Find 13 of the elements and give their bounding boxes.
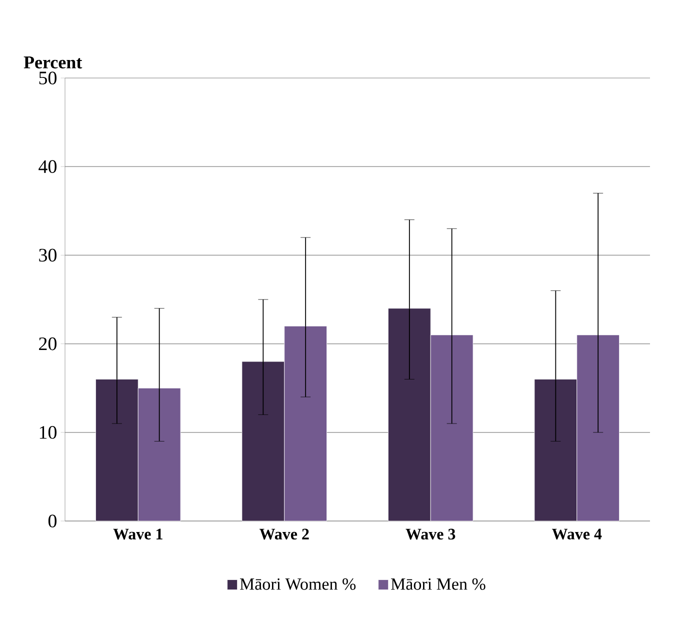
x-tick-label: Wave 3 (406, 528, 456, 540)
legend-label: Māori Women % (240, 578, 356, 590)
y-tick-label: 30 (39, 248, 57, 262)
x-tick-label: Wave 1 (113, 528, 162, 540)
x-tick-label: Wave 4 (552, 528, 602, 540)
y-axis-title: Percent (24, 56, 82, 68)
y-tick-label: 20 (39, 337, 57, 350)
y-tick-label: 10 (40, 426, 57, 439)
y-tick-label: 50 (39, 72, 57, 84)
y-tick-label: 0 (48, 514, 57, 528)
legend-label: Māori Men % (391, 578, 486, 590)
x-tick-label: Wave 2 (260, 528, 309, 540)
y-tick-label: 40 (38, 160, 57, 174)
